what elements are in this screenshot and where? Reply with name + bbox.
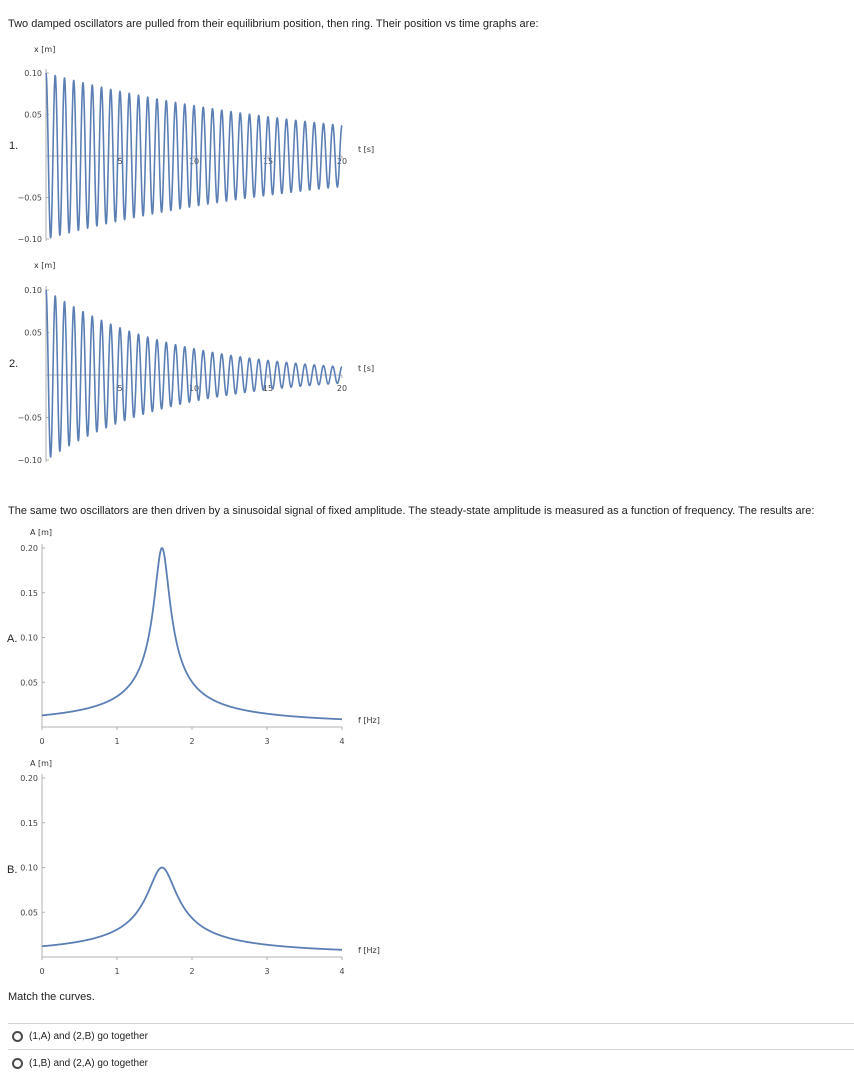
plot-1-ytick-label: −0.10 bbox=[17, 235, 42, 244]
plot-b-xtick-label: 1 bbox=[114, 967, 119, 976]
plot-1-series-1 bbox=[45, 72, 343, 239]
plot-1-ytick-label: 0.10 bbox=[24, 69, 42, 78]
plot-a-xtick-label: 3 bbox=[264, 737, 269, 746]
plot-1-xtick-label: 10 bbox=[189, 157, 199, 166]
plot-1-xtick-label: 20 bbox=[337, 157, 347, 166]
plot-a-ytick-label: 0.10 bbox=[20, 634, 38, 643]
option-1-label: (1,A) and (2,B) go together bbox=[29, 1031, 148, 1042]
plot-a-xtick-label: 4 bbox=[339, 737, 344, 746]
plot-b-xtick-label: 3 bbox=[264, 967, 269, 976]
plot-2-xtick-label: 10 bbox=[189, 384, 199, 393]
plot-1-ytick-label: −0.05 bbox=[17, 194, 42, 203]
plot-1-xtick-label: 15 bbox=[263, 157, 273, 166]
option-2[interactable]: (1,B) and (2,A) go together bbox=[12, 1058, 148, 1069]
plot-1-xlabel: t [s] bbox=[358, 145, 374, 154]
plot-b-ytick-label: 0.10 bbox=[20, 864, 38, 873]
option-1[interactable]: (1,A) and (2,B) go together bbox=[12, 1031, 148, 1042]
plot-b-ytick-label: 0.15 bbox=[20, 819, 38, 828]
plot-a-xtick-label: 2 bbox=[189, 737, 194, 746]
plot-2-series-2 bbox=[45, 289, 343, 458]
plot-2-ytick-label: −0.10 bbox=[17, 456, 42, 465]
plot-b-ylabel: A [m] bbox=[30, 759, 52, 768]
radio-button[interactable] bbox=[12, 1031, 23, 1042]
plot-b-ytick-label: 0.05 bbox=[20, 908, 38, 917]
plot-1-label: 1. bbox=[9, 140, 19, 152]
plot-2-xtick-label: 5 bbox=[117, 384, 122, 393]
plot-a-ytick-label: 0.05 bbox=[20, 678, 38, 687]
plot-2-ylabel: x [m] bbox=[34, 261, 55, 270]
plot-a-ytick-label: 0.20 bbox=[20, 544, 38, 553]
plot-a-xtick-label: 0 bbox=[39, 737, 44, 746]
intro-text: Two damped oscillators are pulled from t… bbox=[8, 18, 539, 30]
plot-a-xtick-label: 1 bbox=[114, 737, 119, 746]
plot-b-xtick-label: 2 bbox=[189, 967, 194, 976]
plot-2-xtick-label: 15 bbox=[263, 384, 273, 393]
separator bbox=[8, 1023, 854, 1024]
plot-a-xlabel: f [Hz] bbox=[358, 716, 380, 725]
plot-b-xtick-label: 0 bbox=[39, 967, 44, 976]
plot-a-series-A bbox=[41, 547, 343, 721]
plot-1-ylabel: x [m] bbox=[34, 45, 55, 54]
plot-a-label: A. bbox=[7, 633, 18, 645]
plot-2-ytick-label: 0.05 bbox=[24, 329, 42, 338]
plot-2-xtick-label: 20 bbox=[337, 384, 347, 393]
plot-a-ylabel: A [m] bbox=[30, 528, 52, 537]
match-prompt: Match the curves. bbox=[8, 991, 95, 1003]
plot-1-xtick-label: 5 bbox=[117, 157, 122, 166]
plot-2-label: 2. bbox=[9, 358, 19, 370]
plot-b-xlabel: f [Hz] bbox=[358, 946, 380, 955]
plot-2-ytick-label: 0.10 bbox=[24, 286, 42, 295]
option-2-label: (1,B) and (2,A) go together bbox=[29, 1058, 148, 1069]
plots-canvas: x [m]t [s]0.100.05−0.05−0.105 10 15 20x [m]… bbox=[17, 45, 380, 976]
plot-2-ytick-label: −0.05 bbox=[17, 414, 42, 423]
driven-text: The same two oscillators are then driven… bbox=[8, 505, 815, 517]
radio-button[interactable] bbox=[12, 1058, 23, 1069]
plot-b-ytick-label: 0.20 bbox=[20, 774, 38, 783]
plot-a-ytick-label: 0.15 bbox=[20, 589, 38, 598]
separator bbox=[8, 1049, 854, 1050]
plot-b-label: B. bbox=[7, 864, 18, 876]
plot-1-ytick-label: 0.05 bbox=[24, 111, 42, 120]
plot-b-xtick-label: 4 bbox=[339, 967, 344, 976]
plot-2-xlabel: t [s] bbox=[358, 364, 374, 373]
plot-b-series-B bbox=[41, 866, 343, 951]
